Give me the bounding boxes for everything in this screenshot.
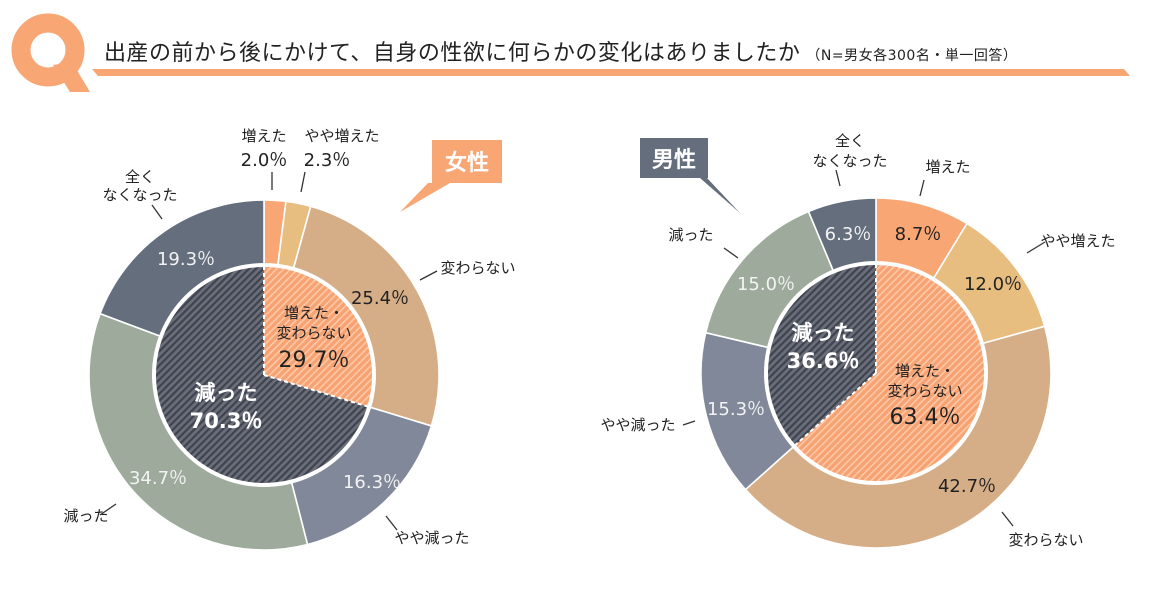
- female-label-slightly-increased: やや増えた: [304, 127, 379, 145]
- female-pct-increased: 2.0％: [241, 150, 288, 171]
- male-pct-completely-gone: 6.3％: [825, 224, 872, 245]
- female-pct-decreased: 34.7％: [129, 468, 187, 489]
- female-inner-slice-decreased: [156, 267, 368, 483]
- male-inner-slice-increased-unchanged: [795, 265, 984, 482]
- male-leader-line-completely-gone: [835, 169, 841, 187]
- male-leader-lines: [682, 169, 1046, 527]
- male-pct-unchanged: 42.7％: [938, 476, 996, 497]
- male-badge: 男性: [640, 138, 740, 213]
- female-pct-slightly-increased: 2.3％: [304, 150, 351, 171]
- female-inner-pct-increased: 29.7％: [279, 348, 350, 373]
- female-leader-line-unchanged: [419, 270, 438, 281]
- female-badge-text: 女性: [445, 150, 489, 176]
- male-badge-text: 男性: [652, 148, 696, 173]
- header: 出産の前から後にかけて、自身の性欲に何らかの変化はありましたか （N=男女各300…: [0, 0, 1150, 100]
- male-label-slightly-increased: やや増えた: [1040, 232, 1115, 250]
- female-badge: 女性: [400, 140, 502, 212]
- female-pct-slightly-decreased: 16.3％: [343, 472, 401, 493]
- female-inner-pct-decreased: 70.3％: [190, 409, 263, 433]
- male-pct-slightly-decreased: 15.3％: [707, 399, 765, 420]
- male-inner-label-increased-line2: 変わらない: [887, 382, 962, 400]
- female-inner-pie: [152, 263, 376, 487]
- female-label-increased: 増えた: [241, 127, 286, 145]
- male-leader-line-unchanged: [1001, 511, 1014, 527]
- male-pct-increased: 8.7％: [895, 224, 942, 245]
- title-underline: [92, 69, 1130, 76]
- male-label-decreased: 減った: [668, 226, 713, 244]
- male-inner-pct-increased: 63.4％: [890, 405, 961, 430]
- female-outer-ring: [88, 199, 440, 551]
- female-leader-line-decreased: [99, 503, 117, 516]
- question-text: 出産の前から後にかけて、自身の性欲に何らかの変化はありましたか: [104, 41, 801, 66]
- female-chart: 女性 増えた 2.0％ やや増えた 2.3％ 変わらない 25.4％ 16.3％…: [63, 127, 516, 551]
- female-inner-label-increased-line2: 変わらない: [276, 324, 351, 342]
- female-inner-label-increased-line1: 増えた・: [284, 304, 344, 322]
- male-inner-pie: [764, 261, 988, 485]
- female-label-completely-gone-line2: なくなった: [102, 186, 177, 204]
- male-label-unchanged: 変わらない: [1008, 531, 1083, 549]
- male-inner-label-increased-line1: 増えた・: [895, 362, 955, 380]
- question-title: 出産の前から後にかけて、自身の性欲に何らかの変化はありましたか （N=男女各300…: [104, 35, 1017, 67]
- female-pct-completely-gone: 19.3％: [157, 249, 215, 270]
- female-label-slightly-decreased: やや減った: [394, 529, 469, 547]
- male-label-completely-gone-line2: なくなった: [812, 152, 887, 170]
- female-inner-slice-increased-unchanged: [264, 267, 372, 407]
- female-inner-divider-1: [263, 374, 368, 408]
- female-label-unchanged: 変わらない: [440, 259, 515, 277]
- male-leader-line-increased: [919, 179, 925, 197]
- male-pct-slightly-increased: 12.0％: [964, 274, 1022, 295]
- male-inner-divider-1: [794, 372, 877, 446]
- male-chart: 男性 増えた 8.7％ やや増えた 12.0％ 42.7％ 変わらない 15.3…: [600, 132, 1115, 549]
- q-icon: [11, 13, 90, 92]
- female-leader-line-slightly-decreased: [385, 515, 398, 531]
- male-leader-line-slightly-decreased: [682, 420, 696, 426]
- question-subtitle: （N=男女各300名・単一回答）: [806, 48, 1018, 64]
- female-inner-label-decreased: 減った: [195, 381, 258, 405]
- male-leader-line-slightly-increased: [1026, 241, 1046, 254]
- male-inner-slice-decreased: [768, 265, 876, 445]
- female-leader-lines: [99, 171, 438, 531]
- female-pct-unchanged: 25.4％: [351, 288, 409, 309]
- male-leader-line-decreased: [723, 247, 739, 259]
- male-pct-decreased: 15.0％: [737, 274, 795, 295]
- female-leader-line-completely-gone: [151, 204, 163, 220]
- male-label-completely-gone-line1: 全く: [835, 132, 865, 150]
- female-leader-line-slightly-increased: [300, 171, 306, 193]
- female-label-completely-gone-line1: 全く: [125, 168, 155, 186]
- male-inner-pct-decreased: 36.6％: [787, 349, 860, 373]
- female-label-decreased: 減った: [63, 507, 108, 525]
- male-inner-label-decreased: 減った: [792, 321, 855, 345]
- male-label-increased: 増えた: [925, 158, 970, 176]
- male-label-slightly-decreased: やや減った: [600, 416, 675, 434]
